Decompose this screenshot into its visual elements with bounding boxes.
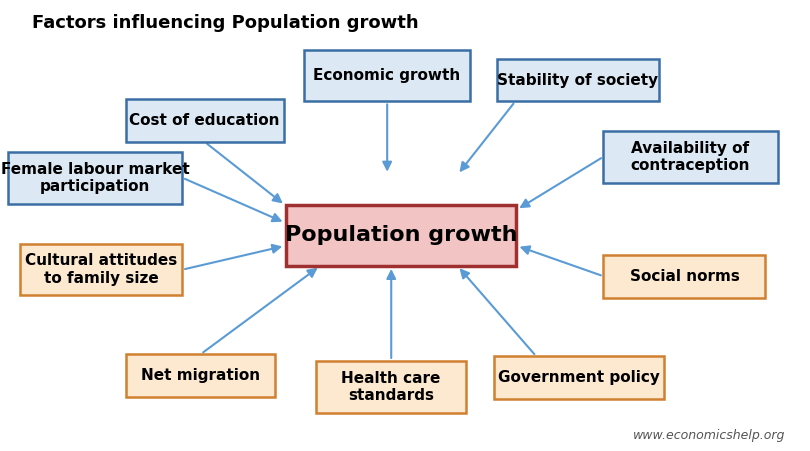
Text: Government policy: Government policy xyxy=(498,370,660,385)
Text: Social norms: Social norms xyxy=(629,269,740,284)
FancyBboxPatch shape xyxy=(603,255,765,298)
FancyBboxPatch shape xyxy=(494,356,664,399)
Text: Economic growth: Economic growth xyxy=(313,68,460,83)
Text: Female labour market
participation: Female labour market participation xyxy=(1,162,190,194)
Text: Cost of education: Cost of education xyxy=(130,113,279,128)
FancyBboxPatch shape xyxy=(8,152,182,204)
FancyBboxPatch shape xyxy=(304,50,470,101)
Text: Stability of society: Stability of society xyxy=(497,73,658,87)
FancyBboxPatch shape xyxy=(126,99,284,142)
FancyBboxPatch shape xyxy=(316,361,466,413)
FancyBboxPatch shape xyxy=(286,205,517,266)
Text: Population growth: Population growth xyxy=(284,226,518,245)
FancyBboxPatch shape xyxy=(126,354,275,397)
FancyBboxPatch shape xyxy=(603,131,778,183)
Text: Net migration: Net migration xyxy=(141,368,260,383)
Text: Cultural attitudes
to family size: Cultural attitudes to family size xyxy=(25,253,177,285)
Text: Health care
standards: Health care standards xyxy=(341,371,441,403)
Text: www.economicshelp.org: www.economicshelp.org xyxy=(633,429,786,442)
FancyBboxPatch shape xyxy=(20,244,182,295)
Text: Availability of
contraception: Availability of contraception xyxy=(631,141,750,173)
Text: Factors influencing Population growth: Factors influencing Population growth xyxy=(32,14,419,32)
FancyBboxPatch shape xyxy=(497,59,659,101)
